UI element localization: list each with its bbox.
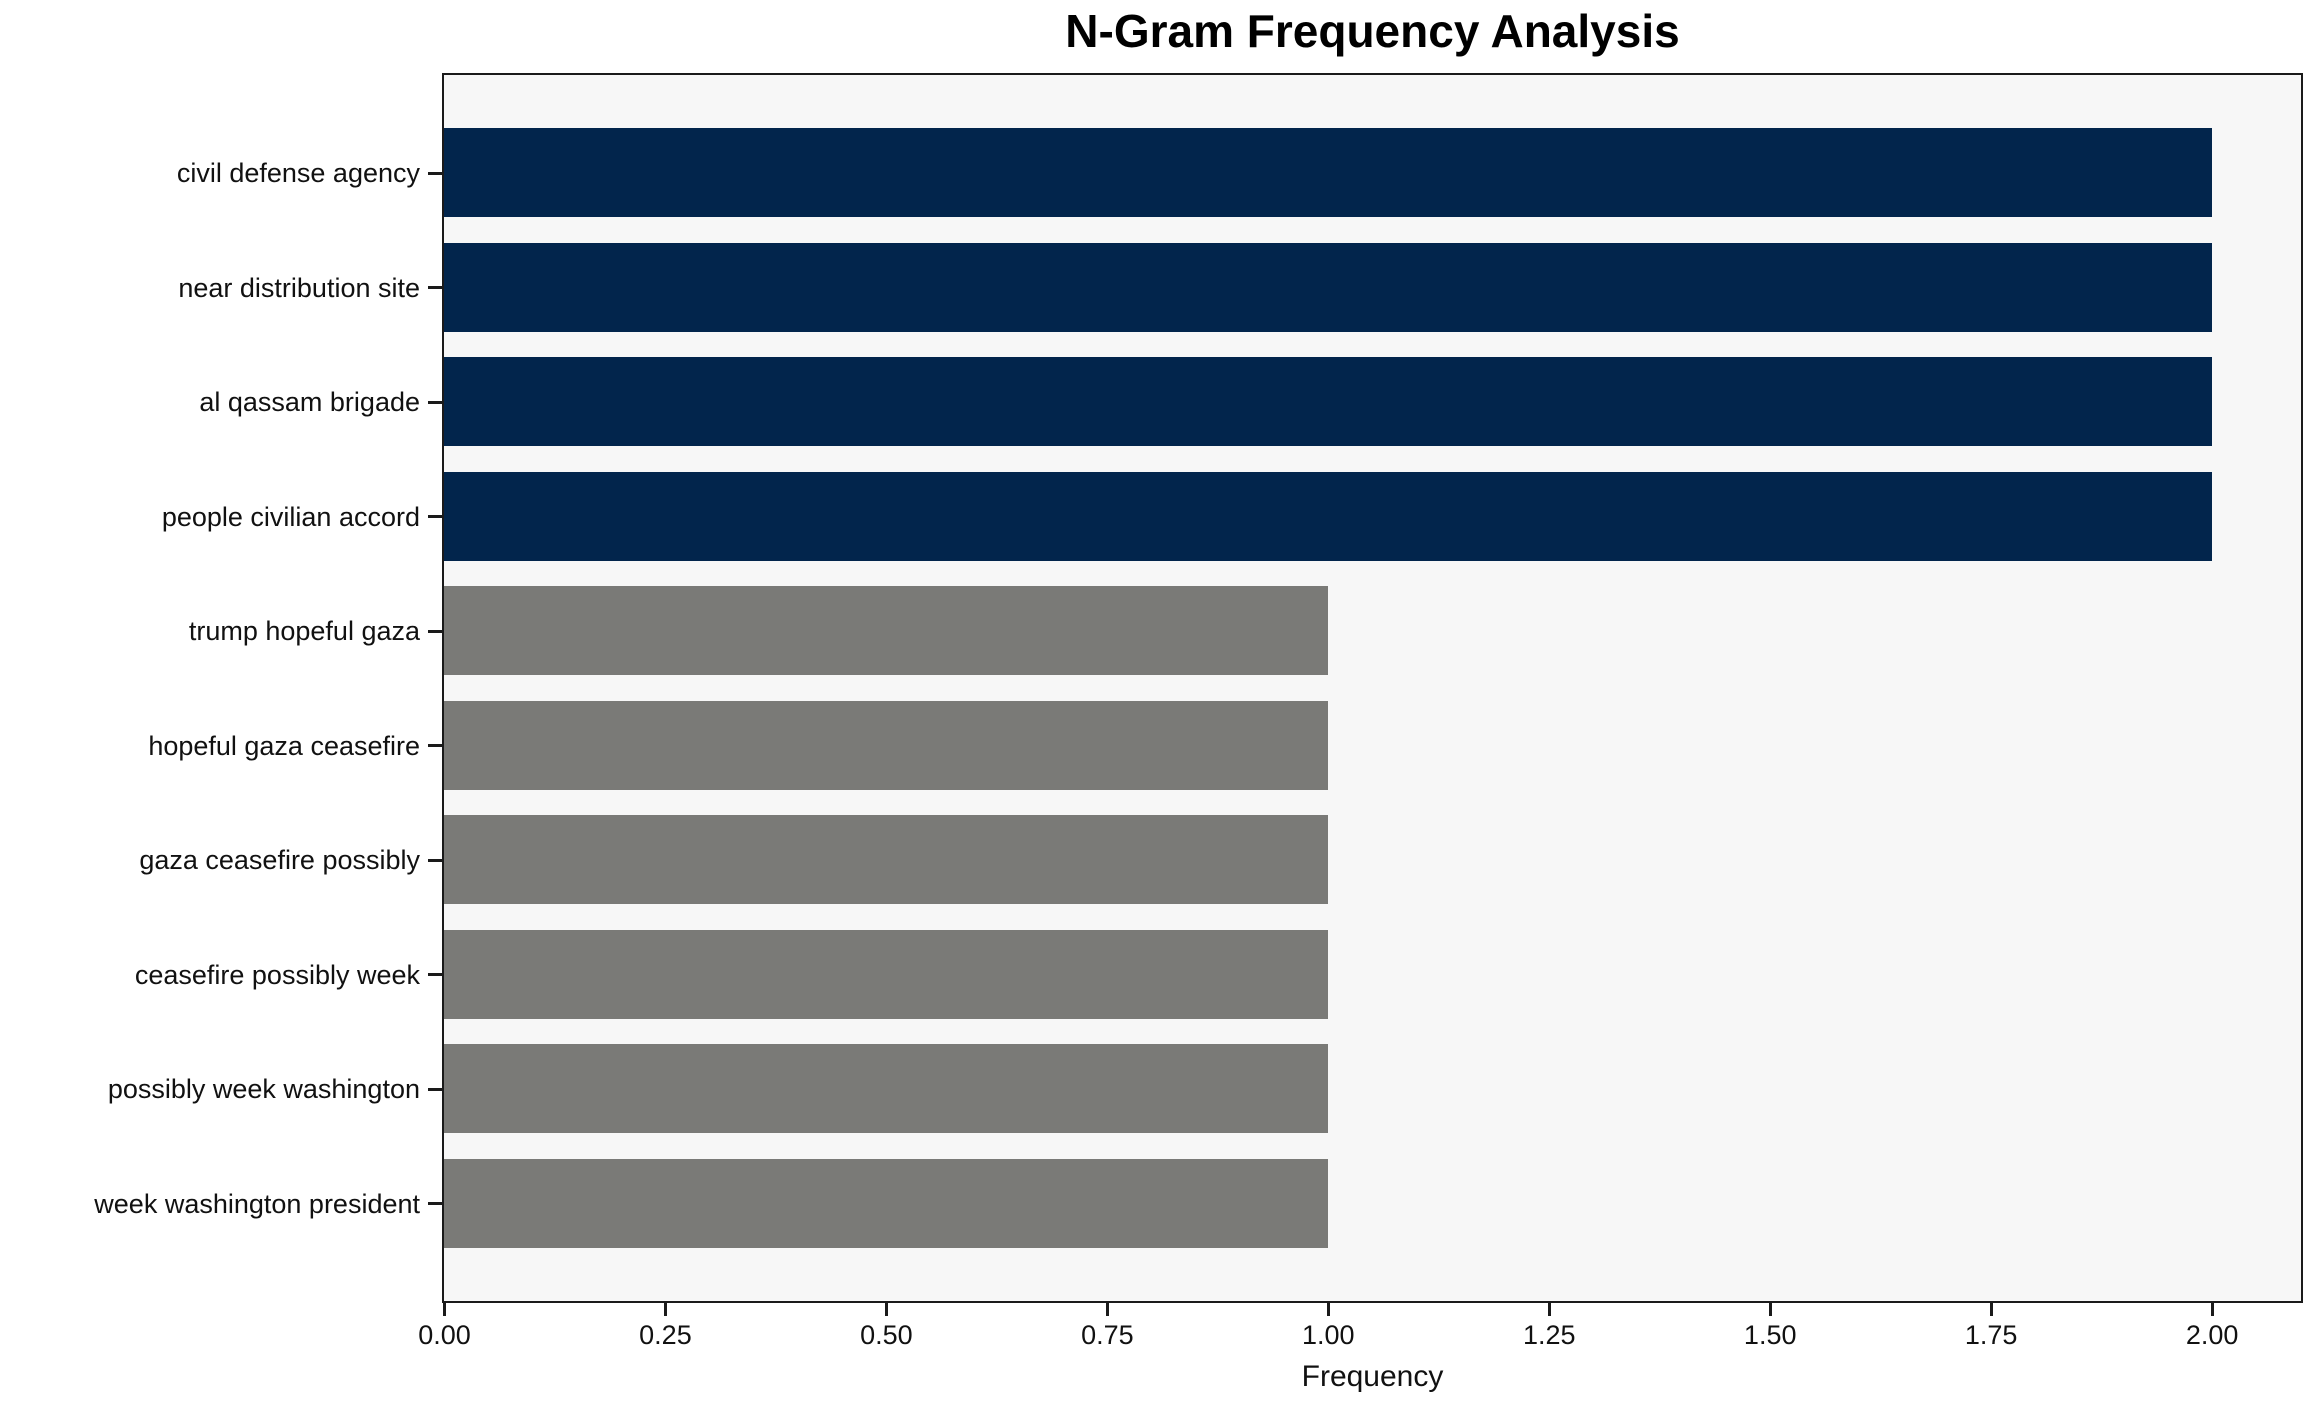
y-tick-label: near distribution site bbox=[178, 272, 420, 303]
y-tick-mark bbox=[428, 973, 442, 976]
x-tick-label: 0.50 bbox=[860, 1320, 913, 1350]
y-tick-mark bbox=[428, 171, 442, 175]
bar-trump-hopeful-gaza bbox=[444, 586, 1328, 675]
x-tick-label: 1.50 bbox=[1743, 1320, 1797, 1350]
plot-area bbox=[442, 73, 2303, 1303]
x-tick-mark bbox=[2210, 1303, 2214, 1316]
y-tick-label: hopeful gaza ceasefire bbox=[148, 730, 420, 761]
y-tick-label: people civilian accord bbox=[161, 501, 420, 532]
bar-gaza-ceasefire-possibly bbox=[444, 815, 1328, 904]
y-tick-mark bbox=[428, 629, 442, 633]
x-tick-mark bbox=[884, 1303, 888, 1316]
y-tick-label: civil defense agency bbox=[176, 158, 420, 188]
y-tick-label: week washington president bbox=[94, 1188, 420, 1219]
y-tick-mark bbox=[428, 400, 442, 404]
y-tick-label: possibly week washington bbox=[107, 1074, 420, 1104]
y-tick-label: gaza ceasefire possibly bbox=[139, 845, 420, 875]
bar-hopeful-gaza-ceasefire bbox=[444, 700, 1328, 790]
x-tick-mark bbox=[663, 1303, 667, 1316]
x-tick-label: 0.25 bbox=[639, 1320, 692, 1350]
y-tick-mark bbox=[428, 1087, 442, 1091]
y-tick-mark bbox=[428, 858, 442, 862]
x-tick-label: 1.25 bbox=[1522, 1320, 1576, 1350]
y-tick-mark bbox=[428, 744, 442, 747]
bar-near-distribution-site bbox=[444, 242, 2212, 332]
y-tick-mark bbox=[428, 1202, 442, 1205]
y-tick-label: trump hopeful gaza bbox=[188, 616, 420, 646]
bar-ceasefire-possibly-week bbox=[444, 929, 1328, 1019]
x-tick-mark bbox=[1547, 1303, 1551, 1316]
bar-al-qassam-brigade bbox=[444, 357, 2212, 446]
bar-week-washington-president bbox=[444, 1158, 1328, 1248]
y-tick-mark bbox=[428, 515, 442, 518]
x-tick-label: 0.00 bbox=[418, 1320, 471, 1350]
y-tick-label: al qassam brigade bbox=[199, 387, 420, 417]
x-tick-mark bbox=[1989, 1303, 1993, 1316]
x-tick-label: 1.75 bbox=[1964, 1320, 2018, 1350]
x-tick-mark bbox=[1105, 1303, 1109, 1316]
x-tick-label: 1.00 bbox=[1302, 1320, 1355, 1350]
x-tick-label: 2.00 bbox=[2185, 1320, 2239, 1350]
x-tick-mark bbox=[1326, 1303, 1330, 1316]
x-tick-label: 0.75 bbox=[1081, 1320, 1134, 1350]
x-tick-mark bbox=[1768, 1303, 1772, 1316]
y-tick-label: ceasefire possibly week bbox=[134, 959, 420, 990]
bar-possibly-week-washington bbox=[444, 1044, 1328, 1133]
chart-title: N-Gram Frequency Analysis bbox=[1065, 5, 1680, 57]
bar-civil-defense-agency bbox=[444, 128, 2212, 217]
bar-people-civilian-accord bbox=[444, 471, 2212, 561]
x-axis-label: Frequency bbox=[1301, 1360, 1444, 1393]
x-tick-mark bbox=[443, 1303, 446, 1316]
y-tick-mark bbox=[428, 286, 442, 289]
